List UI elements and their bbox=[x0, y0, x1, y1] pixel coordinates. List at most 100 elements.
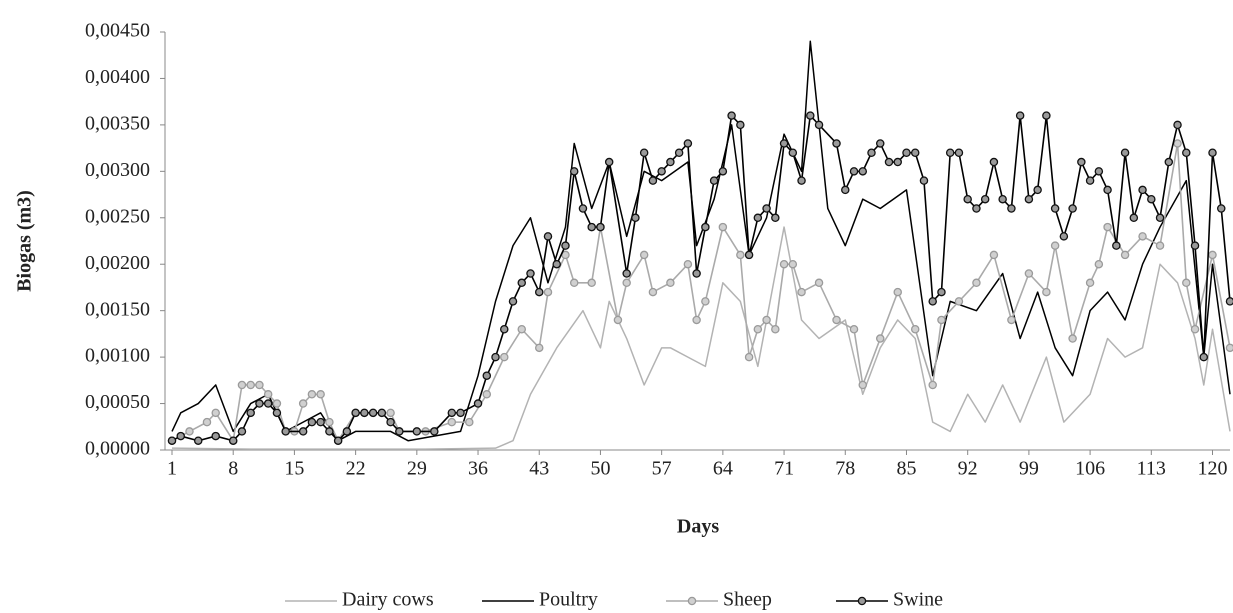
point bbox=[1050, 204, 1060, 213]
point bbox=[1147, 194, 1156, 204]
point bbox=[954, 297, 964, 306]
point bbox=[517, 278, 527, 288]
point bbox=[771, 324, 780, 334]
y-tick-label: 0,00450 bbox=[85, 20, 150, 42]
point bbox=[989, 157, 999, 167]
x-tick-label: 71 bbox=[774, 458, 794, 480]
x-tick-label: 78 bbox=[835, 458, 855, 480]
x-tick-label: 85 bbox=[896, 458, 916, 480]
point bbox=[569, 278, 579, 288]
point bbox=[692, 315, 701, 325]
point bbox=[333, 436, 343, 445]
point bbox=[534, 343, 544, 353]
point bbox=[447, 417, 457, 427]
point bbox=[1085, 176, 1095, 185]
x-tick-label: 8 bbox=[228, 458, 238, 480]
point bbox=[972, 278, 981, 288]
point bbox=[1155, 241, 1165, 250]
point bbox=[1059, 232, 1069, 241]
y-tick-label: 0,00350 bbox=[85, 112, 150, 134]
point bbox=[473, 399, 483, 408]
point bbox=[482, 371, 492, 380]
point bbox=[910, 324, 920, 334]
point bbox=[307, 390, 317, 399]
point bbox=[692, 269, 701, 278]
point bbox=[884, 157, 894, 167]
point bbox=[875, 334, 885, 343]
point bbox=[508, 297, 518, 306]
point bbox=[902, 148, 911, 158]
point bbox=[587, 278, 596, 288]
point bbox=[255, 380, 264, 390]
point bbox=[622, 278, 631, 288]
point bbox=[526, 269, 535, 278]
point bbox=[491, 352, 500, 362]
point bbox=[1208, 148, 1217, 158]
x-tick-label: 57 bbox=[652, 458, 672, 480]
point bbox=[753, 324, 763, 334]
point bbox=[386, 417, 395, 427]
y-tick-label: 0,00100 bbox=[85, 345, 150, 367]
point bbox=[753, 213, 763, 223]
point bbox=[561, 241, 570, 250]
point bbox=[1208, 250, 1217, 260]
legend-label: Dairy cows bbox=[342, 589, 434, 611]
point bbox=[709, 176, 719, 185]
point bbox=[246, 408, 255, 418]
point bbox=[1103, 185, 1112, 195]
point bbox=[534, 287, 544, 297]
point bbox=[814, 278, 824, 288]
point bbox=[937, 287, 946, 297]
point bbox=[569, 167, 579, 176]
point bbox=[185, 427, 194, 436]
point bbox=[928, 380, 937, 390]
point bbox=[1138, 185, 1147, 195]
point bbox=[980, 194, 990, 204]
point bbox=[1182, 148, 1191, 158]
point bbox=[377, 408, 387, 418]
point bbox=[237, 380, 247, 390]
point bbox=[552, 259, 561, 269]
point bbox=[736, 250, 745, 260]
point bbox=[1094, 259, 1104, 269]
point bbox=[325, 427, 334, 436]
point bbox=[430, 427, 439, 436]
legend-label: Sheep bbox=[723, 589, 772, 611]
x-tick-label: 36 bbox=[468, 458, 488, 480]
point bbox=[998, 194, 1007, 204]
series-line bbox=[171, 114, 1231, 442]
point bbox=[744, 352, 754, 362]
x-tick-label: 113 bbox=[1137, 458, 1166, 480]
point bbox=[1094, 167, 1104, 176]
point bbox=[937, 315, 946, 325]
legend-label: Swine bbox=[893, 589, 943, 611]
y-tick-label: 0,00400 bbox=[85, 66, 150, 88]
point bbox=[893, 287, 902, 297]
point bbox=[736, 120, 745, 130]
point bbox=[272, 408, 282, 418]
point bbox=[1068, 204, 1077, 213]
point bbox=[849, 167, 859, 176]
point bbox=[281, 427, 290, 436]
point bbox=[666, 278, 675, 288]
x-tick-label: 120 bbox=[1198, 458, 1228, 480]
y-tick-label: 0,00050 bbox=[85, 391, 150, 413]
y-tick-label: 0,00250 bbox=[85, 205, 150, 227]
point bbox=[465, 417, 474, 427]
point bbox=[954, 148, 964, 158]
y-tick-label: 0,00300 bbox=[85, 159, 150, 181]
point bbox=[1050, 241, 1060, 250]
point bbox=[910, 148, 920, 158]
x-tick-label: 22 bbox=[346, 458, 366, 480]
point bbox=[683, 259, 693, 269]
point bbox=[666, 157, 675, 167]
point bbox=[1024, 194, 1034, 204]
point bbox=[963, 194, 972, 204]
point bbox=[543, 232, 553, 241]
x-axis-title: Days bbox=[677, 516, 719, 538]
point bbox=[316, 390, 325, 399]
y-tick-label: 0,00150 bbox=[85, 298, 150, 320]
point bbox=[613, 315, 623, 325]
point bbox=[1120, 148, 1130, 158]
point bbox=[202, 417, 212, 427]
